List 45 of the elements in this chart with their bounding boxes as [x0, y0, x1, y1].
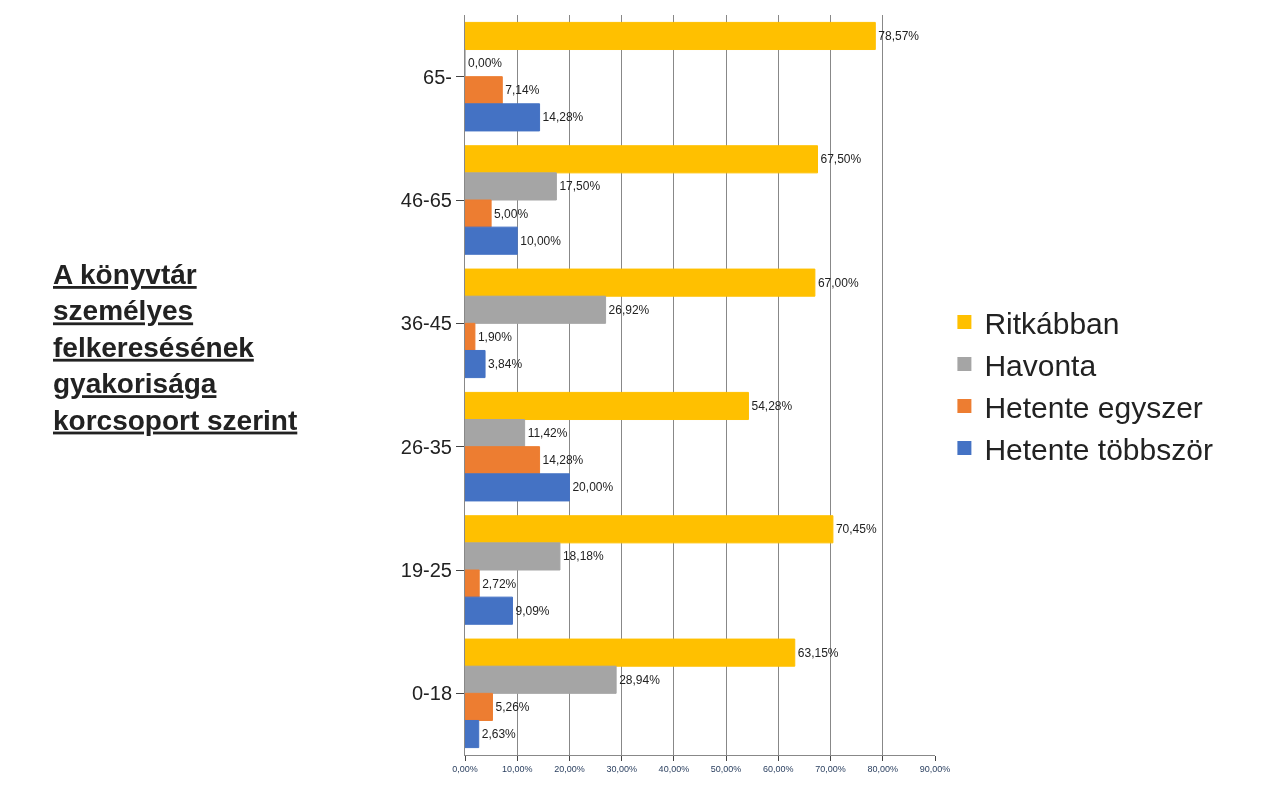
- data-label: 78,57%: [878, 28, 920, 43]
- data-label: 0,00%: [468, 56, 503, 71]
- x-tick-label: 60,00%: [763, 763, 794, 774]
- x-tick-label: 0,00%: [452, 763, 478, 774]
- text: A könyvtár személyes felkeresésének gyakorisága korcsoport szerint: [53, 259, 298, 436]
- legend-label: Ritkábban: [984, 306, 1120, 340]
- data-label: 2,72%: [482, 576, 517, 591]
- x-tick-label: 40,00%: [658, 763, 690, 774]
- x-tick-label: 90,00%: [919, 763, 951, 774]
- data-label: 70,45%: [835, 522, 877, 537]
- y-tick-label: 36-45: [400, 312, 452, 335]
- data-label: 11,42%: [527, 426, 568, 441]
- data-label: 67,50%: [820, 152, 862, 167]
- data-label: 7,14%: [505, 83, 540, 98]
- data-label: 2,63%: [481, 727, 517, 742]
- y-tick-label: 26-35: [400, 435, 452, 458]
- legend-label: Havonta: [984, 348, 1097, 382]
- y-tick-label: 0-18: [411, 682, 452, 705]
- x-tick-label: 20,00%: [554, 763, 585, 774]
- x-tick-label: 30,00%: [606, 763, 637, 774]
- y-tick-label: 19-25: [400, 559, 452, 581]
- data-label: 63,15%: [797, 645, 839, 660]
- data-label: 14,28%: [542, 453, 584, 468]
- data-label: 54,28%: [751, 398, 793, 413]
- data-label: 28,94%: [619, 672, 661, 687]
- data-label: 20,00%: [572, 480, 614, 495]
- data-label: 3,84%: [488, 357, 523, 372]
- data-label: 1,90%: [477, 329, 513, 344]
- data-label: 14,28%: [542, 110, 584, 125]
- data-label: 10,00%: [520, 233, 562, 248]
- legend-label: Hetente többször: [984, 432, 1213, 466]
- data-label: 5,26%: [495, 699, 530, 714]
- data-label: 26,92%: [608, 302, 650, 317]
- y-tick-label: 65-: [423, 65, 452, 88]
- data-label: 18,18%: [562, 549, 604, 564]
- data-label: 67,00%: [817, 275, 859, 290]
- data-label: 9,09%: [515, 603, 550, 618]
- x-tick-label: 70,00%: [815, 763, 846, 774]
- data-label: 5,00%: [494, 206, 529, 221]
- x-tick-label: 50,00%: [710, 763, 742, 774]
- x-tick-label: 80,00%: [867, 763, 899, 774]
- data-label: 17,50%: [559, 179, 601, 194]
- legend-label: Hetente egyszer: [984, 390, 1203, 424]
- y-tick-label: 46-65: [400, 189, 452, 211]
- x-tick-label: 10,00%: [501, 763, 533, 774]
